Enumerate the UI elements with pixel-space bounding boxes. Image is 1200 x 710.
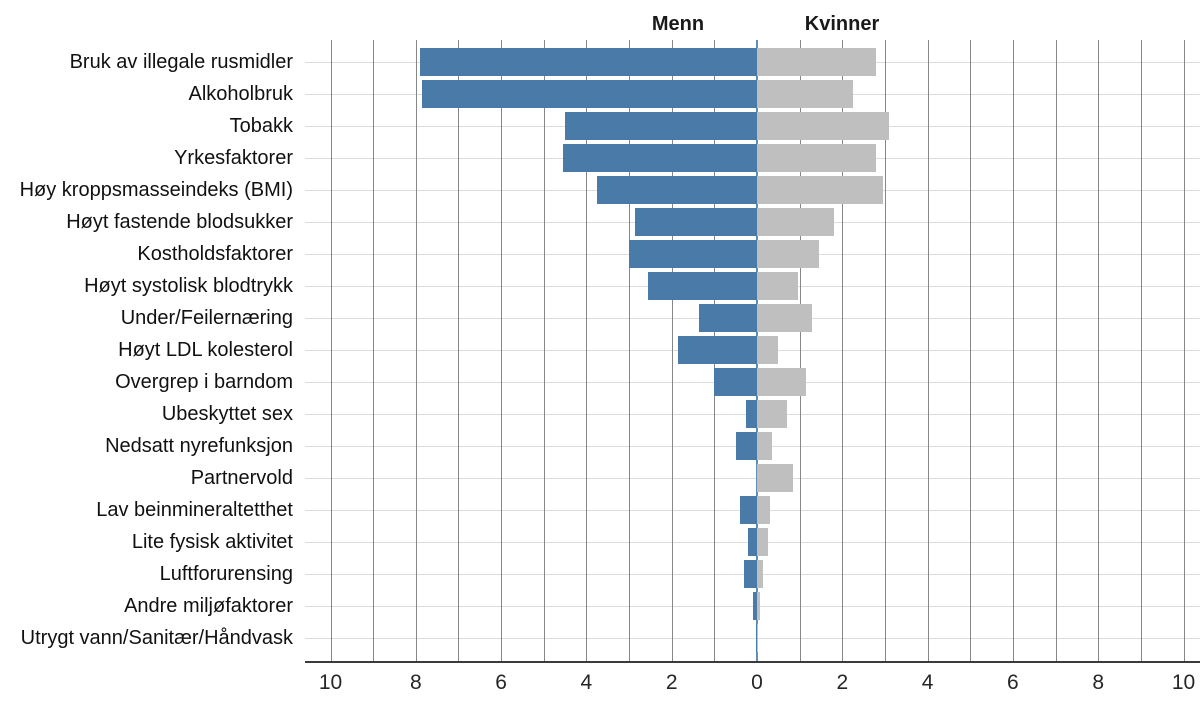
bar-kvinner xyxy=(757,304,813,332)
category-label: Under/Feilernæring xyxy=(120,307,293,329)
vertical-gridline xyxy=(586,40,588,661)
x-tick-label: 2 xyxy=(665,671,678,694)
category-label: Høyt fastende blodsukker xyxy=(66,211,293,233)
vertical-gridline xyxy=(543,40,545,661)
bar-kvinner xyxy=(757,176,883,204)
bar-kvinner xyxy=(757,272,798,300)
bar-menn xyxy=(629,240,757,268)
bar-menn xyxy=(756,624,757,652)
category-label: Overgrep i barndom xyxy=(115,371,293,393)
vertical-gridline xyxy=(1012,40,1014,661)
category-label: Partnervold xyxy=(190,467,293,489)
category-label: Tobakk xyxy=(229,115,293,137)
bar-menn xyxy=(735,432,757,460)
bar-menn xyxy=(635,208,757,236)
vertical-gridline xyxy=(501,40,503,661)
bar-menn xyxy=(678,336,757,364)
bar-kvinner xyxy=(757,528,768,556)
bar-kvinner xyxy=(757,208,834,236)
bar-menn xyxy=(748,528,757,556)
bar-menn xyxy=(739,496,757,524)
bar-kvinner xyxy=(757,144,877,172)
series-header-kvinner: Kvinner xyxy=(804,13,880,35)
bar-menn xyxy=(752,592,757,620)
vertical-gridline xyxy=(1140,40,1142,661)
x-tick-label: 4 xyxy=(580,671,593,694)
bar-kvinner xyxy=(757,400,787,428)
bar-menn xyxy=(562,144,757,172)
x-tick-label: 2 xyxy=(836,671,849,694)
bar-kvinner xyxy=(757,624,758,652)
bar-kvinner xyxy=(757,592,761,620)
bar-kvinner xyxy=(757,336,779,364)
category-label: Høy kroppsmasseindeks (BMI) xyxy=(19,179,293,201)
vertical-gridline xyxy=(330,40,332,661)
vertical-gridline xyxy=(671,40,673,661)
bar-menn xyxy=(422,80,757,108)
x-tick-label: 0 xyxy=(751,671,763,694)
bar-menn xyxy=(420,48,757,76)
vertical-gridline xyxy=(970,40,972,661)
category-label: Utrygt vann/Sanitær/Håndvask xyxy=(20,627,293,649)
category-label: Høyt systolisk blodtrykk xyxy=(84,275,293,297)
vertical-gridline xyxy=(373,40,375,661)
bar-kvinner xyxy=(757,80,853,108)
category-label: Høyt LDL kolesterol xyxy=(118,339,293,361)
bar-menn xyxy=(565,112,757,140)
bar-menn xyxy=(648,272,757,300)
vertical-gridline xyxy=(842,40,844,661)
bar-menn xyxy=(597,176,757,204)
bar-menn xyxy=(699,304,757,332)
category-label: Lav beinmineraltetthet xyxy=(96,499,293,521)
bar-kvinner xyxy=(757,112,890,140)
vertical-gridline xyxy=(1098,40,1100,661)
bar-kvinner xyxy=(757,464,794,492)
vertical-gridline xyxy=(884,40,886,661)
vertical-gridline xyxy=(415,40,417,661)
bar-menn xyxy=(714,368,757,396)
category-label: Lite fysisk aktivitet xyxy=(131,531,293,553)
bar-kvinner xyxy=(757,560,764,588)
category-label: Ubeskyttet sex xyxy=(161,403,293,425)
x-tick-label: 10 xyxy=(1171,671,1196,694)
bar-menn xyxy=(744,560,757,588)
category-label: Bruk av illegale rusmidler xyxy=(69,51,293,73)
x-tick-label: 8 xyxy=(409,671,422,694)
category-label: Luftforurensing xyxy=(159,563,293,585)
vertical-gridline xyxy=(799,40,801,661)
horizontal-gridline xyxy=(305,606,1200,607)
bar-kvinner xyxy=(757,240,819,268)
x-tick-label: 4 xyxy=(921,671,934,694)
bar-kvinner xyxy=(757,48,877,76)
horizontal-gridline xyxy=(305,478,1200,479)
vertical-gridline xyxy=(1055,40,1057,661)
x-tick-label: 6 xyxy=(495,671,507,694)
bar-kvinner xyxy=(757,496,770,524)
x-tick-label: 10 xyxy=(318,671,343,694)
bar-menn xyxy=(746,400,757,428)
vertical-gridline xyxy=(927,40,929,661)
horizontal-gridline xyxy=(305,638,1200,639)
category-label: Nedsatt nyrefunksjon xyxy=(105,435,293,457)
category-label: Andre miljøfaktorer xyxy=(124,595,293,617)
vertical-gridline xyxy=(629,40,631,661)
series-header-menn: Menn xyxy=(651,13,705,35)
plot-area xyxy=(305,40,1200,663)
x-tick-label: 8 xyxy=(1092,671,1105,694)
category-label: Kostholdsfaktorer xyxy=(137,243,293,265)
vertical-gridline xyxy=(1183,40,1185,661)
bar-kvinner xyxy=(757,368,807,396)
category-label: Yrkesfaktorer xyxy=(174,147,293,169)
vertical-gridline xyxy=(458,40,460,661)
x-tick-label: 6 xyxy=(1007,671,1019,694)
bar-kvinner xyxy=(757,432,772,460)
category-label: Alkoholbruk xyxy=(188,83,293,105)
